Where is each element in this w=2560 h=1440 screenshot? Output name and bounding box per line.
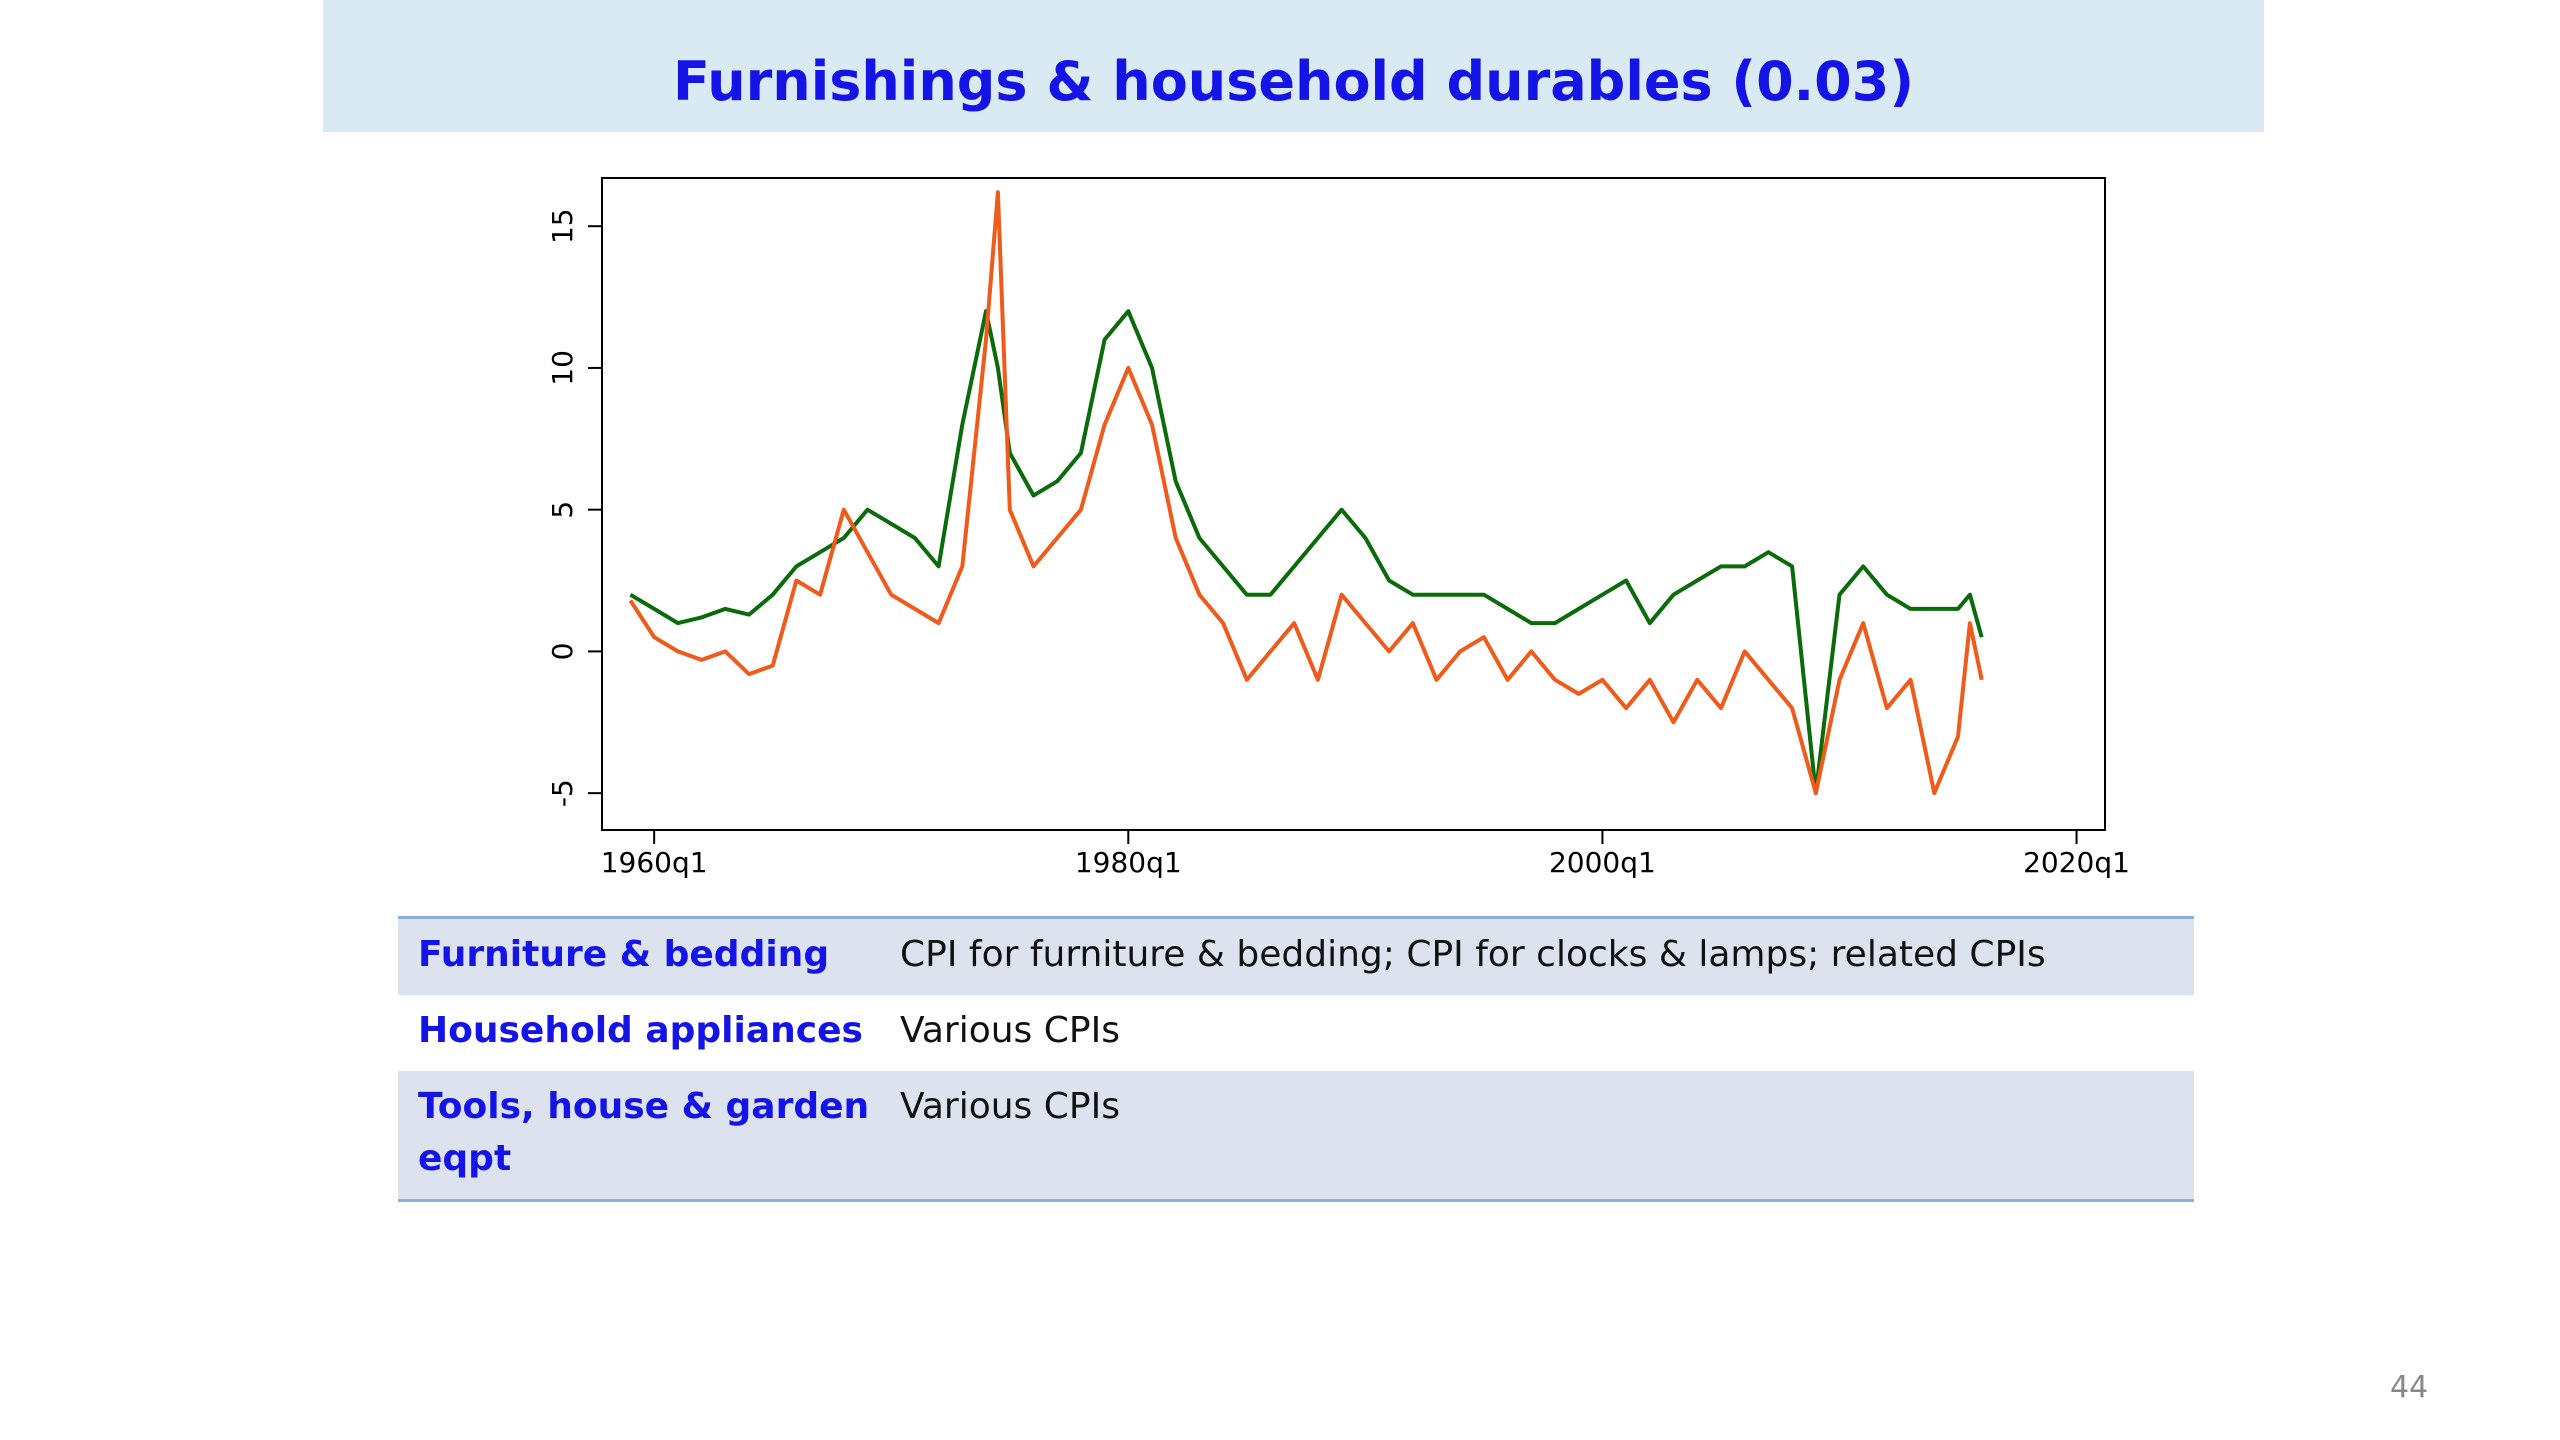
row-source: Various CPIs [900, 1010, 1120, 1051]
series-line [629, 309, 1984, 796]
x-tick-label: 2000q1 [1549, 846, 1656, 879]
series-line [628, 190, 1984, 796]
y-tick-label: -5 [546, 779, 579, 807]
row-label: Furniture & bedding [418, 934, 830, 975]
x-tick-label: 1960q1 [601, 846, 708, 879]
y-tick-label: 5 [546, 501, 579, 519]
slide-title: Furnishings & household durables (0.03) [673, 50, 1914, 113]
row-source: CPI for furniture & bedding; CPI for clo… [900, 934, 2046, 975]
table-row: Furniture & bedding CPI for furniture & b… [398, 919, 2194, 995]
title-band [323, 0, 2264, 132]
table-row: Household appliances Various CPIs [398, 995, 2194, 1071]
x-tick-label: 1980q1 [1075, 846, 1182, 879]
y-tick-label: 15 [546, 208, 579, 244]
row-label: Household appliances [418, 1010, 863, 1051]
table: Furniture & bedding CPI for furniture & b… [398, 916, 2194, 1202]
x-tick-label: 2020q1 [2023, 846, 2130, 879]
y-tick-label: 10 [546, 350, 579, 386]
table-row: Tools, house & garden eqpt Various CPIs [398, 1071, 2194, 1199]
plot-frame [601, 177, 2106, 831]
row-source: Various CPIs [900, 1086, 1120, 1127]
y-tick-label: 0 [546, 642, 579, 660]
page-number: 44 [2390, 1370, 2429, 1405]
row-label: Tools, house & garden eqpt [418, 1086, 870, 1179]
